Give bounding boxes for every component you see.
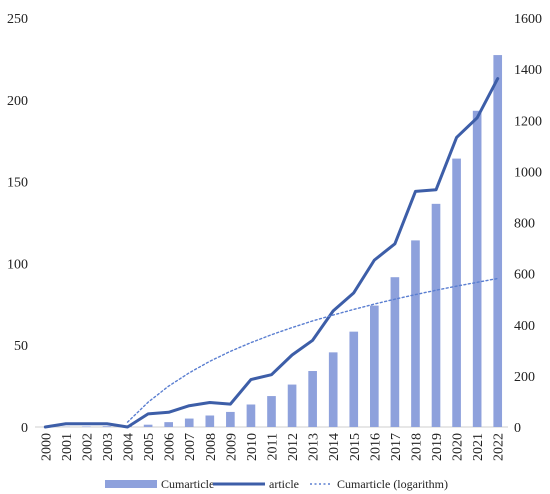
bar-2014 — [328, 352, 338, 427]
bar-2016 — [370, 305, 379, 427]
right-tick-label: 400 — [514, 319, 535, 334]
x-tick-label: 2006 — [163, 433, 178, 461]
right-tick-label: 800 — [514, 217, 535, 232]
x-tick-label: 2002 — [80, 433, 95, 461]
right-tick-label: 1600 — [514, 12, 542, 27]
x-tick-label: 2003 — [101, 433, 116, 461]
right-tick-label: 1200 — [514, 114, 542, 129]
legend-swatch-bar — [105, 480, 157, 488]
bar-2020 — [452, 158, 461, 427]
right-tick-label: 0 — [514, 421, 521, 436]
left-tick-label: 100 — [7, 257, 28, 272]
x-tick-label: 2016 — [368, 433, 383, 461]
right-tick-label: 200 — [514, 370, 535, 385]
x-tick-label: 2004 — [122, 433, 137, 461]
x-tick-label: 2007 — [183, 433, 198, 461]
bar-2002 — [82, 426, 91, 427]
logarithmic-trendline — [126, 277, 499, 423]
legend: Cumarticle article Cumarticle (logarithm) — [105, 477, 448, 491]
bar-2011 — [267, 396, 276, 427]
bar-2013 — [308, 371, 317, 427]
bar-2009 — [226, 411, 235, 427]
x-tick-label: 2017 — [389, 433, 404, 461]
legend-label: Cumarticle — [161, 477, 214, 491]
x-tick-label: 2018 — [409, 433, 424, 461]
right-tick-label: 1400 — [514, 63, 542, 78]
x-tick-label: 2014 — [327, 433, 342, 461]
x-tick-label: 2011 — [266, 433, 281, 460]
right-tick-label: 1000 — [514, 165, 542, 180]
x-axis-ticks: 2000 2001 2002 2003 2004 2005 2006 2007 2008 2009… — [39, 433, 506, 461]
bar-2008 — [205, 415, 215, 427]
left-tick-label: 50 — [14, 339, 28, 354]
right-tick-label: 600 — [514, 268, 535, 283]
x-tick-label: 2019 — [430, 433, 445, 461]
x-tick-label: 2008 — [204, 433, 219, 461]
x-tick-label: 2005 — [142, 433, 157, 461]
bar-2019 — [431, 203, 441, 427]
bar-2017 — [390, 277, 400, 427]
bar-2015 — [349, 331, 359, 427]
x-tick-label: 2012 — [286, 433, 301, 461]
bar-2022 — [493, 55, 503, 427]
x-tick-label: 2010 — [245, 433, 260, 461]
left-tick-label: 0 — [21, 421, 28, 436]
legend-label: article — [269, 477, 299, 491]
left-tick-label: 150 — [7, 176, 28, 191]
left-tick-label: 250 — [7, 12, 28, 27]
left-tick-label: 200 — [7, 94, 28, 109]
lines — [43, 77, 500, 429]
right-y-axis-ticks: 0 200 400 600 800 1000 1200 1400 1600 — [514, 12, 542, 436]
bar-2003 — [102, 426, 112, 427]
bar-2006 — [164, 422, 173, 427]
bar-2018 — [411, 240, 420, 427]
bars — [61, 55, 503, 427]
bar-2007 — [184, 418, 194, 427]
bar-2012 — [287, 384, 297, 427]
bar-2005 — [143, 424, 153, 427]
bar-2010 — [246, 404, 256, 427]
x-tick-label: 2001 — [60, 433, 75, 461]
article-line — [43, 77, 500, 429]
left-y-axis-ticks: 0 50 100 150 200 250 — [7, 12, 28, 436]
bar-2021 — [472, 110, 482, 427]
x-tick-label: 2009 — [224, 433, 239, 461]
x-tick-label: 2013 — [307, 433, 322, 461]
x-tick-label: 2022 — [492, 433, 507, 461]
x-tick-label: 2020 — [451, 433, 466, 461]
x-tick-label: 2021 — [471, 433, 486, 461]
x-tick-label: 2000 — [39, 433, 54, 461]
legend-label: Cumarticle (logarithm) — [337, 477, 448, 491]
x-tick-label: 2015 — [348, 433, 363, 461]
